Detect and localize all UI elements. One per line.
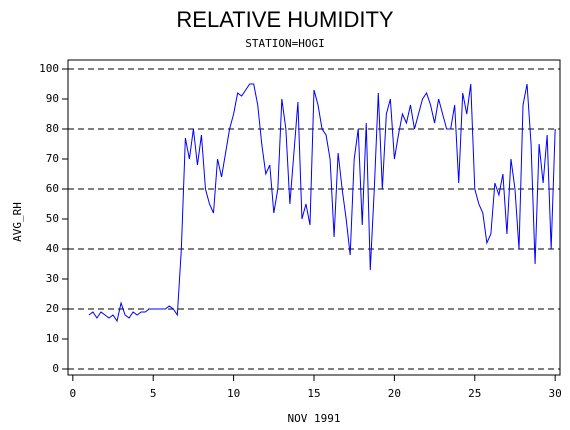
- y-axis-label: AVG_RH: [11, 202, 24, 242]
- y-tick-label: 90: [46, 92, 59, 105]
- x-axis-label: NOV 1991: [288, 412, 341, 425]
- x-tick-label: 20: [388, 387, 401, 400]
- y-tick-label: 50: [46, 212, 59, 225]
- y-tick-label: 0: [52, 362, 59, 375]
- y-tick-label: 20: [46, 302, 59, 315]
- chart-title: RELATIVE HUMIDITY: [176, 7, 394, 32]
- x-tick-label: 5: [150, 387, 157, 400]
- plot-frame: [67, 59, 561, 376]
- y-tick-label: 60: [46, 182, 59, 195]
- x-tick-label: 15: [307, 387, 320, 400]
- data-line: [88, 83, 556, 323]
- x-tick-label: 0: [70, 387, 77, 400]
- y-tick-label: 80: [46, 122, 59, 135]
- x-tick-label: 10: [227, 387, 240, 400]
- x-tick-label: 25: [468, 387, 481, 400]
- y-tick-label: 100: [39, 62, 59, 75]
- y-tick-label: 40: [46, 242, 59, 255]
- y-tick-label: 10: [46, 332, 59, 345]
- y-tick-label: 70: [46, 152, 59, 165]
- chart-subtitle: STATION=HOGI: [245, 37, 324, 50]
- y-tick-label: 30: [46, 272, 59, 285]
- x-tick-label: 30: [549, 387, 562, 400]
